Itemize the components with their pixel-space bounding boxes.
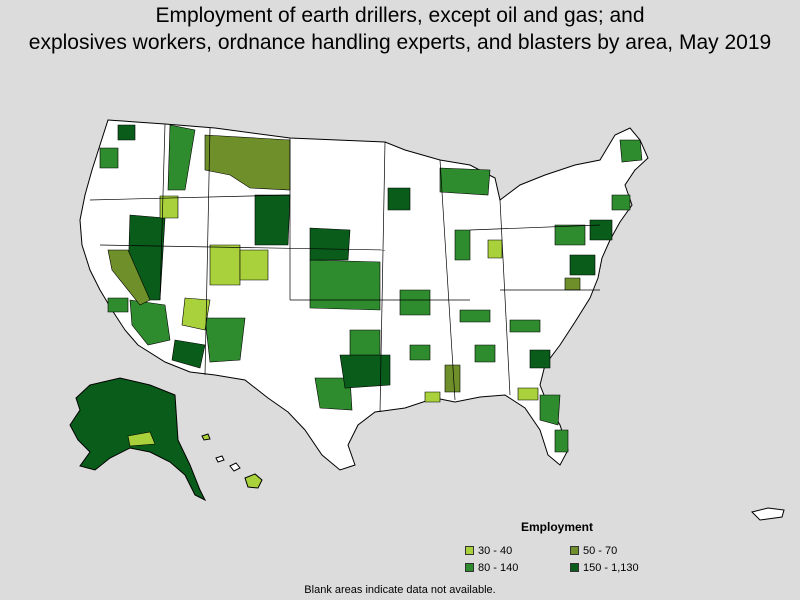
legend-label: 150 - 1,130 [583, 561, 639, 574]
legend-swatch [465, 546, 474, 555]
blank-areas-note: Blank areas indicate data not available. [304, 584, 496, 596]
hawaii-4 [201, 433, 211, 441]
legend-swatch [570, 563, 579, 572]
state-borders [89, 123, 601, 413]
area-fills [99, 124, 643, 453]
legend-label: 80 - 140 [478, 561, 519, 574]
hawaii-2 [229, 462, 241, 472]
legend-swatch [570, 546, 579, 555]
hawaii-3 [215, 455, 225, 463]
legend-item-150-1130: 150 - 1,130 [570, 561, 639, 574]
map-title: Employment of earth drillers, except oil… [0, 2, 800, 56]
hawaii-1 [244, 473, 263, 489]
legend-item-30-40: 30 - 40 [465, 544, 512, 557]
legend-label: 30 - 40 [478, 544, 513, 557]
legend-label: 50 - 70 [583, 544, 618, 557]
legend-swatch [465, 563, 474, 572]
legend-item-50-70: 50 - 70 [570, 544, 617, 557]
legend-title: Employment [521, 520, 594, 534]
title-line-2: explosives workers, ordnance handling ex… [28, 31, 772, 54]
legend-item-80-140: 80 - 140 [465, 561, 518, 574]
puerto-rico [751, 507, 785, 521]
title-line-1: Employment of earth drillers, except oil… [155, 4, 645, 27]
